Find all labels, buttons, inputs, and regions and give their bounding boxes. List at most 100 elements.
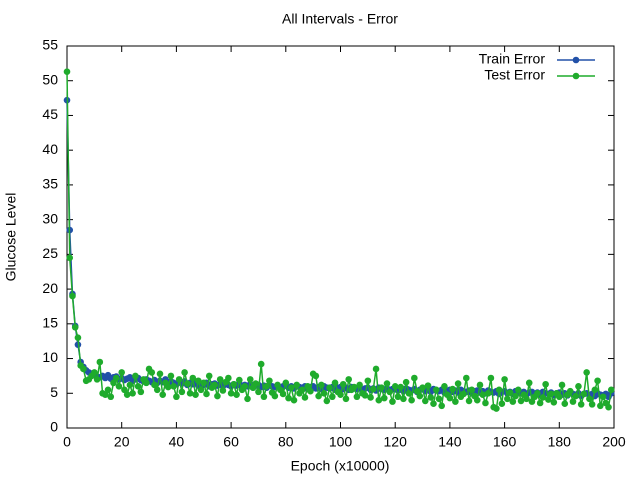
data-point [523, 395, 530, 403]
data-point [328, 393, 336, 401]
data-point [143, 379, 150, 387]
x-tick-label: 160 [493, 434, 517, 450]
data-point [205, 372, 213, 380]
x-tick-label: 120 [384, 434, 408, 450]
data-point [413, 387, 421, 395]
data-point [214, 392, 221, 400]
data-point [246, 376, 254, 383]
data-point [586, 395, 593, 403]
data-point [337, 391, 344, 398]
data-point [153, 386, 161, 394]
data-point [402, 378, 410, 386]
data-point [192, 391, 199, 398]
x-tick-label: 80 [278, 434, 294, 450]
data-point [512, 392, 519, 400]
y-tick-label: 0 [50, 419, 58, 435]
data-point [411, 374, 418, 382]
data-point [112, 374, 120, 382]
data-point [558, 381, 566, 389]
data-point [230, 380, 238, 388]
data-point [203, 390, 210, 398]
data-point [509, 398, 517, 405]
x-tick-label: 20 [114, 434, 130, 450]
data-point [244, 395, 251, 403]
data-point [498, 400, 506, 407]
data-point [465, 397, 473, 405]
data-point [501, 376, 508, 383]
data-point [298, 386, 306, 394]
data-point [274, 381, 281, 389]
data-point [66, 254, 74, 262]
data-point [290, 396, 298, 404]
data-point [452, 398, 459, 405]
x-tick-label: 180 [548, 434, 572, 450]
data-point [74, 334, 82, 342]
data-point [506, 389, 514, 396]
data-point [468, 386, 476, 394]
data-point [577, 401, 585, 408]
data-point [575, 383, 582, 390]
x-tick-label: 60 [223, 434, 239, 450]
data-point [91, 369, 98, 376]
data-point [184, 380, 191, 387]
data-point [137, 388, 145, 396]
x-tick-label: 40 [169, 434, 185, 450]
y-tick-label: 50 [42, 71, 58, 87]
data-point [591, 386, 599, 394]
y-tick-label: 30 [42, 210, 58, 226]
data-point [430, 400, 437, 407]
data-point [446, 394, 454, 402]
data-point [318, 381, 325, 389]
data-point [441, 383, 448, 390]
data-point [181, 369, 188, 376]
data-point [534, 389, 541, 397]
data-point [542, 380, 549, 388]
data-point [345, 376, 353, 383]
data-point [304, 383, 311, 390]
data-point [123, 391, 131, 398]
y-tick-label: 40 [42, 141, 58, 157]
data-point [189, 374, 197, 382]
data-point [383, 380, 391, 387]
data-point [260, 393, 268, 401]
data-point [356, 381, 363, 389]
data-point [495, 386, 503, 394]
data-point [252, 380, 260, 387]
data-point [107, 393, 115, 401]
chart-title: All Intervals - Error [282, 11, 398, 27]
data-point [561, 400, 569, 407]
data-point [197, 386, 205, 394]
data-point [134, 383, 142, 390]
data-point [271, 392, 279, 400]
data-point [583, 369, 590, 376]
y-tick-label: 10 [42, 349, 58, 365]
data-point [484, 389, 492, 397]
data-point [514, 386, 522, 394]
data-point [389, 398, 396, 405]
data-point [380, 394, 388, 402]
data-point [594, 377, 601, 385]
data-point [479, 391, 487, 398]
data-point [186, 389, 194, 397]
data-point [63, 68, 71, 75]
data-point [449, 385, 456, 393]
data-point [339, 380, 347, 388]
data-point [227, 389, 235, 397]
x-tick-label: 140 [438, 434, 462, 450]
data-point [397, 383, 404, 391]
data-point [361, 392, 369, 399]
data-point [504, 395, 511, 403]
legend-marker [572, 72, 580, 80]
data-point [400, 395, 407, 403]
data-point [71, 323, 79, 331]
data-point [301, 394, 309, 401]
data-point [126, 381, 134, 389]
y-axis-label: Glucose Level [3, 193, 19, 282]
data-point [473, 396, 481, 404]
y-tick-label: 15 [42, 315, 58, 331]
data-point [323, 397, 331, 405]
data-point [293, 381, 301, 389]
data-point [257, 360, 265, 368]
legend-marker [572, 56, 580, 64]
